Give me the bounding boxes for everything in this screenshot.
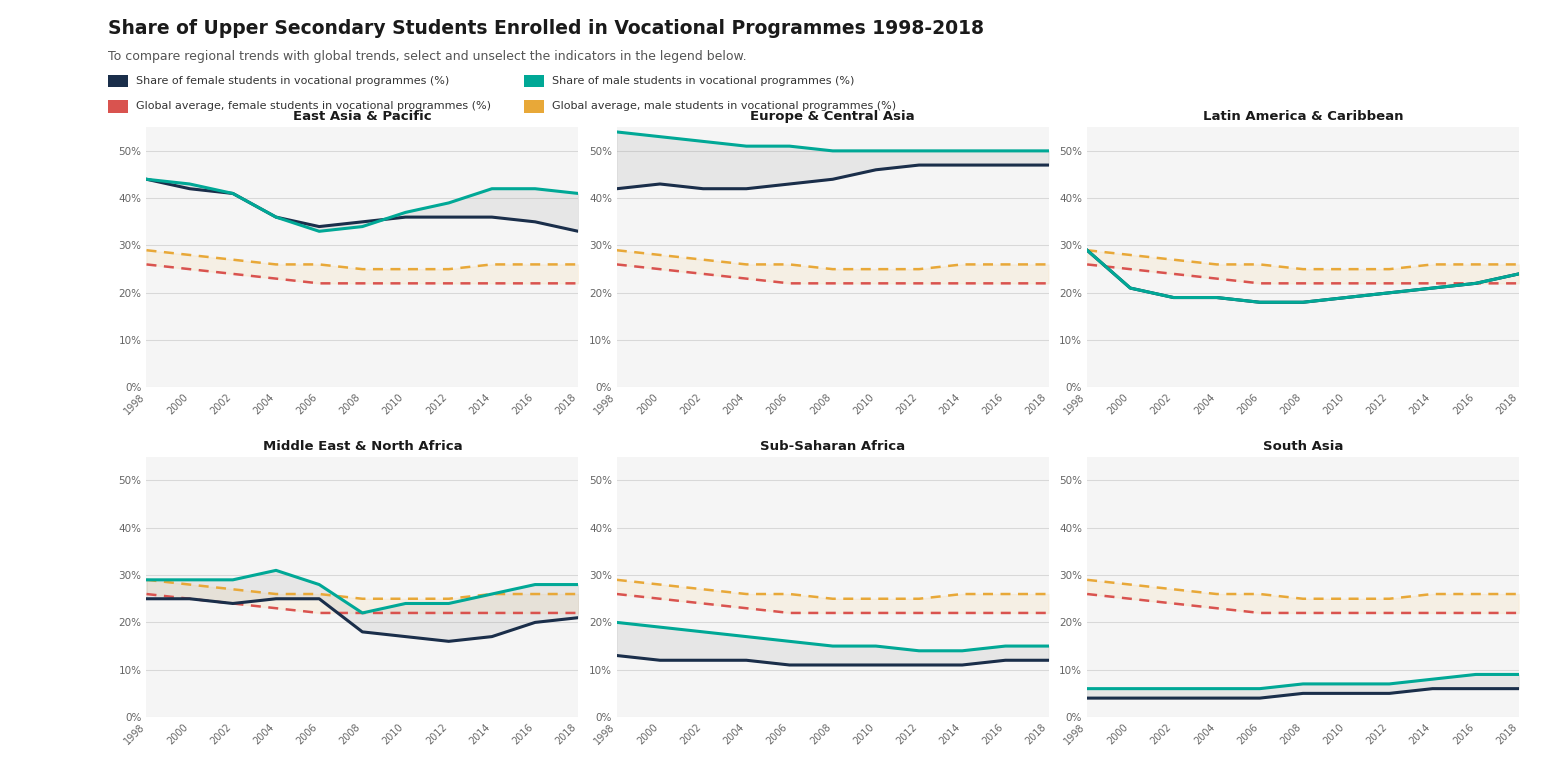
Title: Middle East & North Africa: Middle East & North Africa [262, 440, 463, 453]
Title: South Asia: South Asia [1263, 440, 1343, 453]
Title: Europe & Central Asia: Europe & Central Asia [751, 110, 914, 123]
Text: To compare regional trends with global trends, select and unselect the indicator: To compare regional trends with global t… [108, 50, 746, 63]
Text: Share of Upper Secondary Students Enrolled in Vocational Programmes 1998-2018: Share of Upper Secondary Students Enroll… [108, 19, 984, 39]
Text: Global average, female students in vocational programmes (%): Global average, female students in vocat… [136, 102, 490, 111]
Title: Sub-Saharan Africa: Sub-Saharan Africa [760, 440, 905, 453]
Text: Global average, male students in vocational programmes (%): Global average, male students in vocatio… [552, 102, 896, 111]
Title: East Asia & Pacific: East Asia & Pacific [293, 110, 432, 123]
Text: Share of female students in vocational programmes (%): Share of female students in vocational p… [136, 76, 449, 86]
Text: Share of male students in vocational programmes (%): Share of male students in vocational pro… [552, 76, 854, 86]
Title: Latin America & Caribbean: Latin America & Caribbean [1203, 110, 1403, 123]
